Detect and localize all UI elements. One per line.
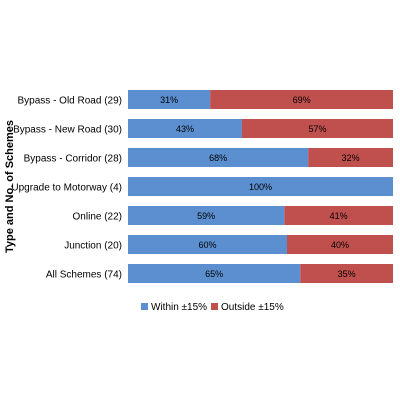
category-label: Bypass - New Road (30) bbox=[13, 125, 122, 136]
data-label: 43% bbox=[176, 124, 194, 134]
bar-segment bbox=[128, 148, 309, 167]
category-labels: Bypass - Old Road (29) Bypass - New Road … bbox=[11, 96, 122, 281]
data-label: 68% bbox=[209, 153, 227, 163]
data-label: 35% bbox=[338, 269, 356, 279]
category-label: Junction (20) bbox=[64, 241, 122, 252]
bar-segment bbox=[241, 119, 393, 138]
bar-segment bbox=[128, 206, 285, 225]
category-label: Online (22) bbox=[73, 212, 122, 223]
bar-segment bbox=[128, 119, 242, 138]
y-axis-title: Type and No. of Schemes bbox=[4, 120, 16, 253]
bar-segment bbox=[287, 235, 393, 254]
category-label: Bypass - Old Road (29) bbox=[18, 96, 123, 107]
bars-group: 31% 69% 43% 57% 68% 32% 100% 59% 41% 60% 40% 65% 35% bbox=[128, 90, 393, 283]
category-label: All Schemes (74) bbox=[46, 270, 122, 281]
data-label: 31% bbox=[160, 95, 178, 105]
bar-segment bbox=[128, 177, 393, 196]
bar-segment bbox=[300, 264, 393, 283]
data-label: 32% bbox=[342, 153, 360, 163]
y-axis-title-group: Type and No. of Schemes bbox=[4, 120, 16, 253]
data-label: 65% bbox=[205, 269, 223, 279]
data-label: 100% bbox=[249, 182, 272, 192]
data-label: 57% bbox=[308, 124, 326, 134]
category-label: Upgrade to Motorway (4) bbox=[11, 183, 122, 194]
bar-segment bbox=[210, 90, 393, 109]
legend-label: Outside ±15% bbox=[221, 302, 284, 313]
bar-segment bbox=[308, 148, 393, 167]
category-label: Bypass - Corridor (28) bbox=[24, 154, 122, 165]
data-label: 59% bbox=[197, 211, 215, 221]
data-label: 40% bbox=[331, 240, 349, 250]
legend: Within ±15% Outside ±15% bbox=[141, 302, 284, 313]
legend-label: Within ±15% bbox=[151, 302, 207, 313]
bar-segment bbox=[284, 206, 393, 225]
legend-swatch bbox=[211, 303, 218, 310]
legend-swatch bbox=[141, 303, 148, 310]
bar-segment bbox=[128, 90, 211, 109]
data-label: 60% bbox=[198, 240, 216, 250]
bar-segment bbox=[128, 235, 287, 254]
data-label: 69% bbox=[293, 95, 311, 105]
bar-segment bbox=[128, 264, 301, 283]
data-label: 41% bbox=[330, 211, 348, 221]
